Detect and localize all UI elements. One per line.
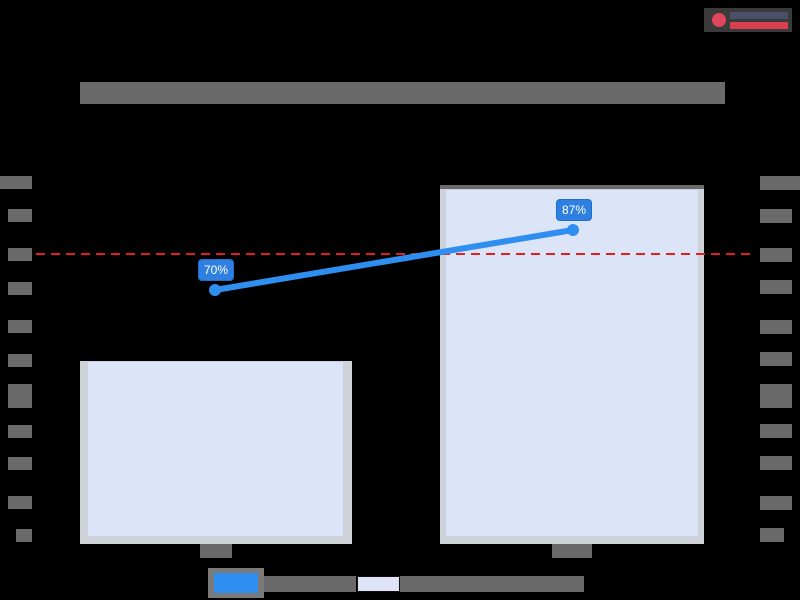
legend-swatch-line[interactable] [208,568,264,598]
brand-logo [704,8,792,32]
legend-label-1-redacted [264,576,356,592]
logo-text-redacted [730,12,788,19]
chart-title-redacted [80,82,725,104]
data-point-1 [209,284,221,296]
data-point-2 [567,224,579,236]
legend-label-2-redacted [400,576,584,592]
logo-mark-icon [712,13,726,27]
bar-category-1 [87,361,344,537]
data-label-2: 87% [556,199,593,221]
logo-subtext-redacted [730,22,788,29]
data-label-1: 70% [198,259,235,281]
line-series [212,227,576,293]
x-label-1-redacted [200,544,232,558]
legend-swatch-bar[interactable] [357,576,400,592]
x-label-2-redacted [552,544,592,558]
